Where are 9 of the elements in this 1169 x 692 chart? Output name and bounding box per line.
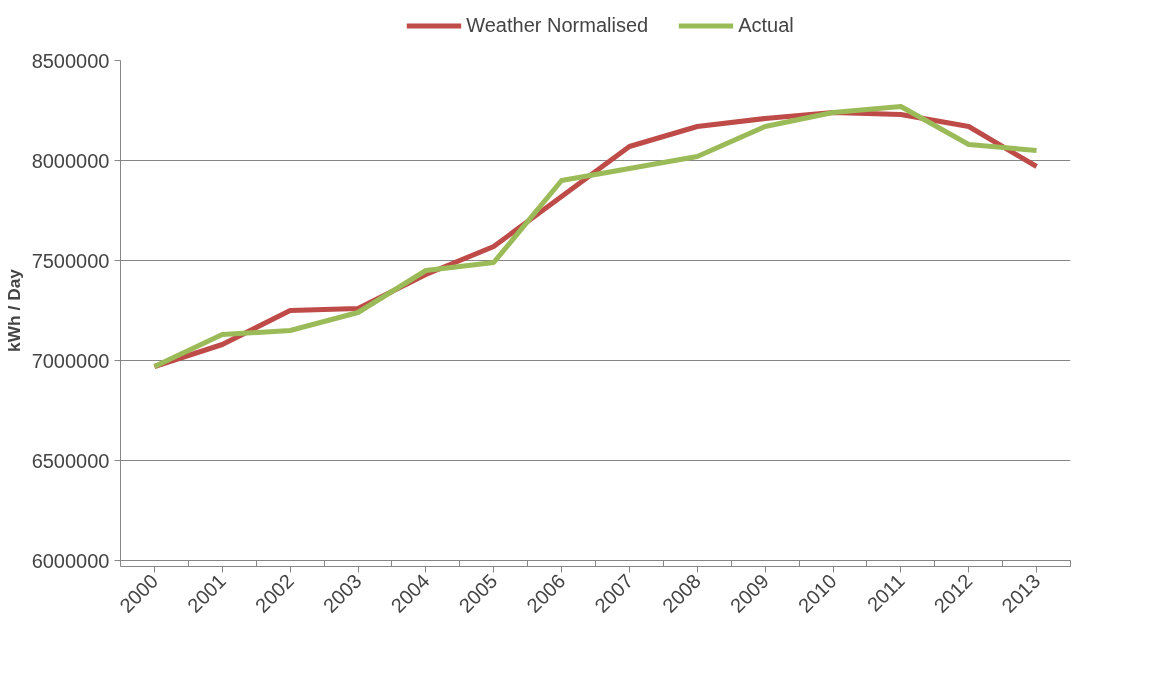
y-tick-label: 8000000 (31, 149, 110, 172)
y-axis-title: kWh / Day (3, 268, 24, 352)
y-tick-label: 7000000 (31, 349, 110, 372)
y-tick-label: 7500000 (31, 249, 110, 272)
y-tick-label: 6000000 (31, 549, 110, 572)
legend-label: Actual (738, 13, 794, 37)
legend-label: Weather Normalised (466, 13, 649, 37)
y-tick-label: 8500000 (31, 49, 110, 72)
y-tick-label: 6500000 (31, 449, 110, 472)
